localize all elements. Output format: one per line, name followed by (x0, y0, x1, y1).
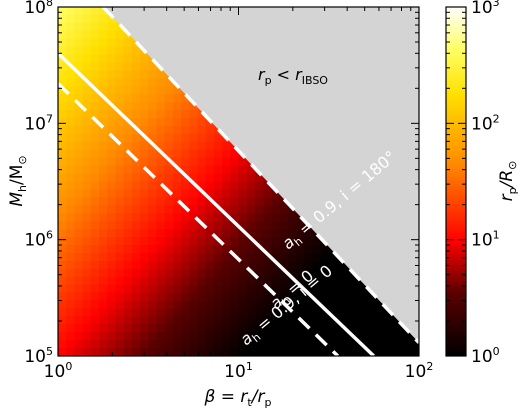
colorbar (445, 6, 467, 357)
x-tick-label: 102 (405, 360, 434, 382)
y-tick-label: 107 (24, 112, 53, 134)
colorbar-tick-label: 103 (471, 0, 500, 18)
svg-text:rp/R⊙: rp/R⊙ (497, 161, 519, 202)
colorbar-tick-label: 100 (471, 345, 500, 367)
y-tick-label: 106 (24, 229, 53, 251)
curves (58, 7, 419, 356)
excluded-region (103, 7, 419, 343)
colorbar-ticks: 100 101 102 103 (446, 0, 500, 367)
x-axis-ticks: 100 101 102 (44, 7, 434, 382)
curve-dashed-i0 (58, 82, 340, 356)
colorbar-tick-label: 101 (471, 229, 500, 251)
curve-dashed-i180 (101, 7, 419, 344)
svg-text:Mh/M⊙: Mh/M⊙ (7, 155, 29, 206)
colorbar-label: rp/R⊙ (497, 161, 519, 202)
y-tick-label: 108 (24, 0, 53, 18)
x-axis-label: β = rt/rp (204, 387, 272, 408)
y-axis-ticks: 105 106 107 108 (24, 0, 419, 367)
y-axis-label: Mh/M⊙ (7, 155, 29, 206)
y-tick-label: 105 (24, 345, 53, 367)
excluded-region-label: rp < rIBSO (258, 65, 328, 87)
x-tick-label: 101 (224, 360, 253, 382)
curve-solid-a0 (58, 52, 376, 356)
colorbar-tick-label: 102 (471, 112, 500, 134)
x-tick-label: 100 (44, 360, 73, 382)
